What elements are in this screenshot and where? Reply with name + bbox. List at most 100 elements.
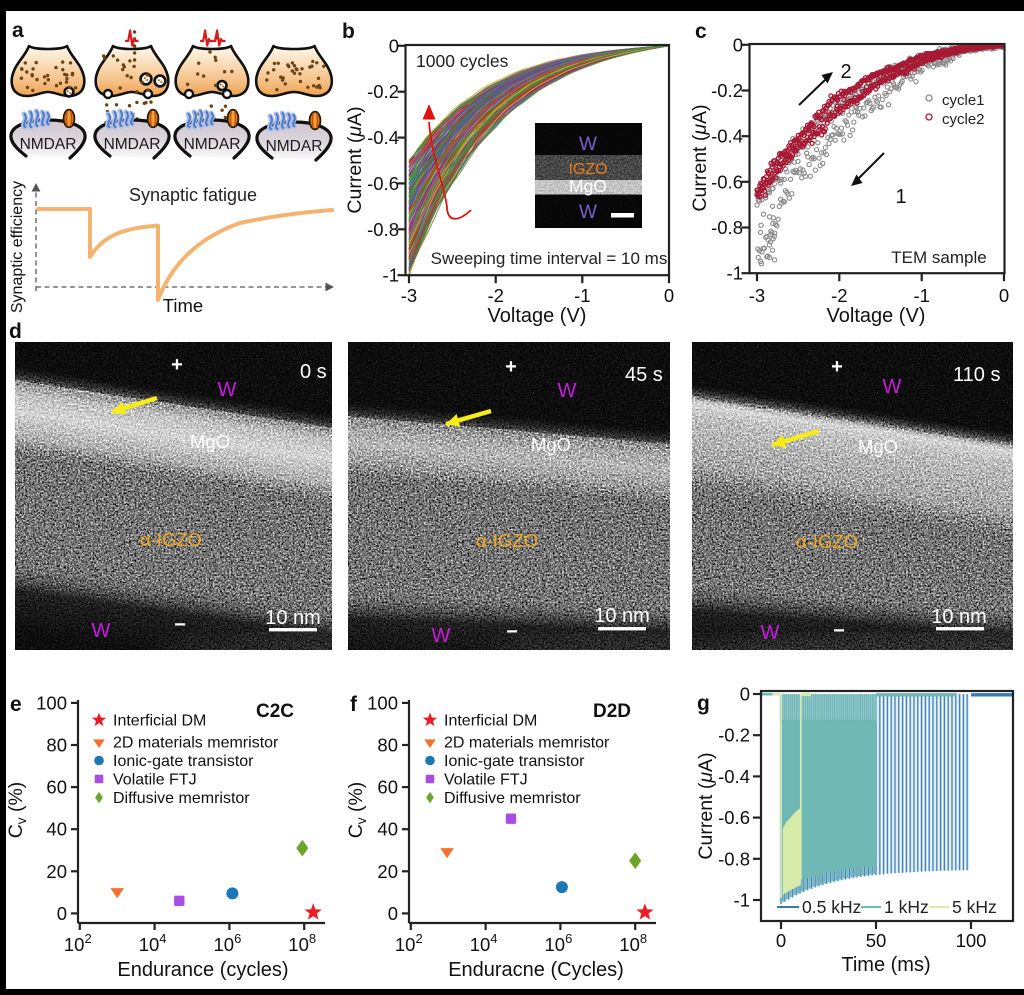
svg-text:108: 108 <box>619 931 647 955</box>
svg-text:10 nm: 10 nm <box>265 607 321 629</box>
svg-text:cycle2: cycle2 <box>942 111 985 128</box>
svg-text:20: 20 <box>377 861 398 882</box>
svg-text:0: 0 <box>733 34 743 55</box>
svg-text:Ionic-gate transistor: Ionic-gate transistor <box>113 753 254 770</box>
svg-text:Volatile FTJ: Volatile FTJ <box>444 772 528 789</box>
svg-text:-0.6: -0.6 <box>367 173 399 194</box>
svg-text:Time: Time <box>163 295 203 316</box>
svg-text:−: − <box>506 621 518 643</box>
svg-text:1000 cycles: 1000 cycles <box>416 51 509 71</box>
svg-text:-0.4: -0.4 <box>718 766 750 787</box>
svg-text:104: 104 <box>470 931 498 955</box>
svg-text:100: 100 <box>367 692 398 713</box>
svg-text:e: e <box>10 693 22 716</box>
svg-text:0: 0 <box>389 35 399 56</box>
svg-text:g: g <box>697 692 710 715</box>
svg-text:40: 40 <box>46 819 67 840</box>
svg-text:Endurance (cycles): Endurance (cycles) <box>117 959 288 981</box>
svg-text:-0.2: -0.2 <box>711 80 743 101</box>
svg-text:Current (μA): Current (μA) <box>695 752 717 859</box>
svg-text:60: 60 <box>377 777 398 798</box>
svg-text:MgO: MgO <box>190 431 230 452</box>
svg-text:2D materials memristor: 2D materials memristor <box>444 735 610 752</box>
svg-text:108: 108 <box>288 931 316 955</box>
svg-text:Current (μA): Current (μA) <box>344 106 366 213</box>
svg-text:a: a <box>12 19 24 42</box>
svg-text:Cv (%): Cv (%) <box>5 782 29 839</box>
svg-text:NMDAR: NMDAR <box>266 138 323 155</box>
svg-text:-0.4: -0.4 <box>367 127 399 148</box>
svg-text:+: + <box>505 356 517 378</box>
svg-text:100: 100 <box>36 692 67 713</box>
svg-text:-2: -2 <box>831 285 847 306</box>
svg-text:20: 20 <box>46 861 67 882</box>
svg-text:W: W <box>579 134 597 155</box>
svg-text:0 s: 0 s <box>300 361 327 383</box>
svg-text:Diffusive memristor: Diffusive memristor <box>113 790 250 807</box>
svg-text:Synaptic fatigue: Synaptic fatigue <box>129 185 257 205</box>
svg-text:W: W <box>579 202 597 223</box>
svg-text:Voltage (V): Voltage (V) <box>488 305 587 327</box>
svg-text:10 nm: 10 nm <box>931 606 987 628</box>
svg-text:D2D: D2D <box>593 701 631 722</box>
svg-text:-1: -1 <box>383 265 399 286</box>
svg-text:-3: -3 <box>401 285 417 306</box>
svg-text:+: + <box>171 354 183 376</box>
svg-text:NMDAR: NMDAR <box>20 136 77 153</box>
svg-text:50: 50 <box>866 930 887 951</box>
svg-text:5 kHz: 5 kHz <box>952 897 997 917</box>
svg-text:40: 40 <box>377 819 398 840</box>
svg-text:MgO: MgO <box>569 176 607 196</box>
svg-text:Diffusive memristor: Diffusive memristor <box>444 790 581 807</box>
svg-text:0: 0 <box>388 903 398 924</box>
svg-text:-0.6: -0.6 <box>718 807 750 828</box>
svg-text:102: 102 <box>395 931 423 955</box>
svg-text:−: − <box>833 620 845 642</box>
svg-text:2: 2 <box>840 61 851 83</box>
svg-text:c: c <box>695 20 707 43</box>
svg-text:-0.6: -0.6 <box>711 171 743 192</box>
svg-text:+: + <box>831 356 843 378</box>
svg-text:Current (μA): Current (μA) <box>689 104 711 211</box>
svg-text:100: 100 <box>956 930 987 951</box>
svg-text:-2: -2 <box>487 285 503 306</box>
svg-text:W: W <box>432 625 451 647</box>
svg-text:d: d <box>9 320 22 343</box>
svg-text:W: W <box>218 379 237 401</box>
svg-text:2D materials memristor: 2D materials memristor <box>113 735 279 752</box>
svg-text:0: 0 <box>664 285 674 306</box>
svg-text:-0.8: -0.8 <box>367 219 399 240</box>
svg-text:TEM sample: TEM sample <box>891 248 986 267</box>
svg-text:-0.8: -0.8 <box>711 217 743 238</box>
svg-text:Time (ms): Time (ms) <box>841 954 930 976</box>
svg-text:0.5 kHz: 0.5 kHz <box>802 897 861 917</box>
svg-text:-1: -1 <box>727 263 743 284</box>
svg-text:106: 106 <box>544 931 572 955</box>
svg-text:-0.4: -0.4 <box>711 126 743 147</box>
svg-text:−: − <box>174 614 186 636</box>
svg-text:-0.2: -0.2 <box>367 81 399 102</box>
svg-text:10 nm: 10 nm <box>594 605 650 627</box>
svg-text:-1: -1 <box>734 890 750 911</box>
svg-text:80: 80 <box>377 735 398 756</box>
svg-text:0: 0 <box>776 930 786 951</box>
svg-text:W: W <box>761 622 780 644</box>
svg-text:α-IGZO: α-IGZO <box>796 531 858 552</box>
svg-text:1 kHz: 1 kHz <box>884 897 929 917</box>
svg-text:-1: -1 <box>574 285 590 306</box>
svg-text:-3: -3 <box>749 285 765 306</box>
svg-text:1: 1 <box>895 186 906 208</box>
svg-text:W: W <box>558 380 577 402</box>
svg-text:NMDAR: NMDAR <box>184 136 241 153</box>
svg-text:Interficial DM: Interficial DM <box>113 713 206 730</box>
svg-text:45 s: 45 s <box>625 364 663 386</box>
svg-text:60: 60 <box>46 777 67 798</box>
svg-text:MgO: MgO <box>531 434 571 455</box>
svg-text:IGZO: IGZO <box>568 161 607 178</box>
svg-text:W: W <box>883 376 902 398</box>
svg-text:f: f <box>350 693 358 716</box>
svg-text:MgO: MgO <box>858 436 898 457</box>
svg-text:Interficial DM: Interficial DM <box>444 713 537 730</box>
svg-text:W: W <box>92 620 111 642</box>
svg-text:Voltage (V): Voltage (V) <box>827 305 926 327</box>
